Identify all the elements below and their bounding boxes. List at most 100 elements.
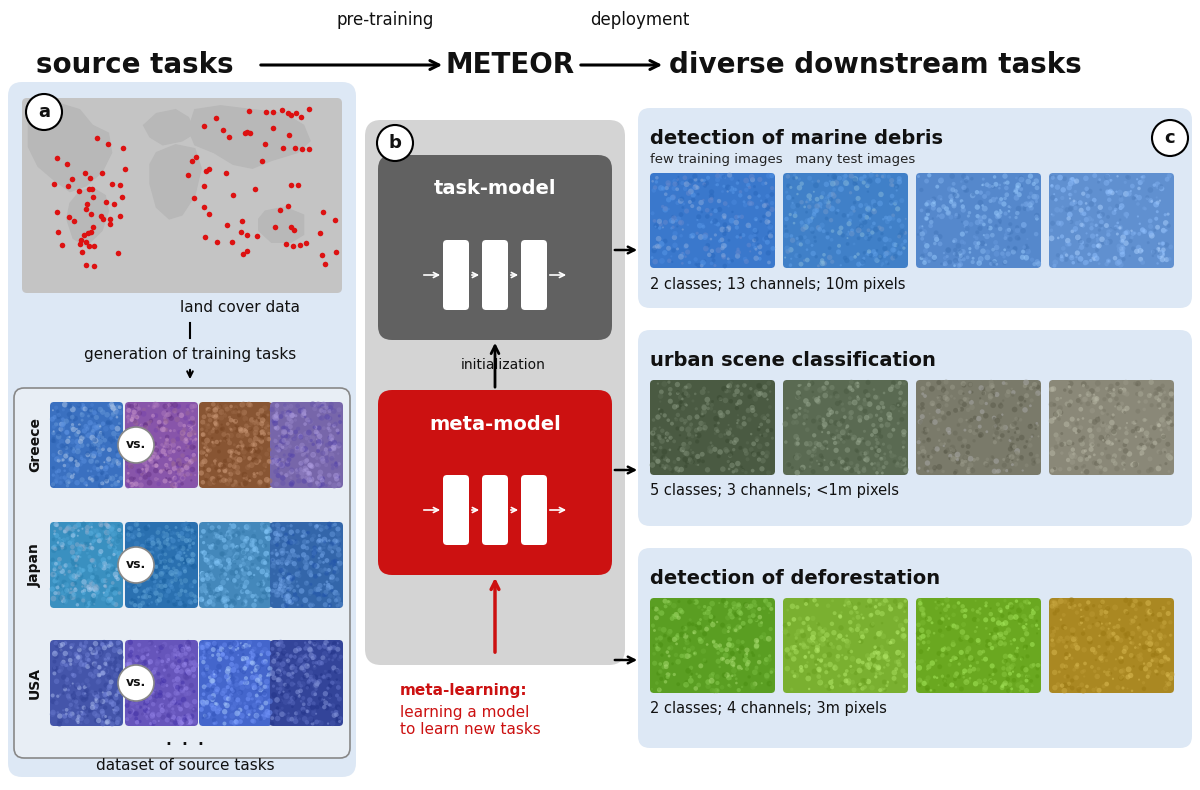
Point — [301, 637, 320, 649]
Point — [167, 544, 186, 557]
Point — [845, 205, 864, 217]
Point — [809, 670, 828, 683]
Point — [288, 686, 307, 698]
Point — [744, 649, 763, 661]
Point — [793, 629, 812, 641]
Point — [98, 596, 118, 609]
Point — [733, 465, 752, 477]
Point — [811, 414, 830, 427]
Point — [132, 468, 151, 481]
Point — [108, 573, 127, 585]
Point — [240, 639, 259, 652]
Point — [322, 432, 341, 445]
Point — [990, 179, 1009, 191]
Point — [870, 198, 889, 210]
Point — [215, 584, 234, 596]
Point — [60, 661, 79, 674]
Point — [890, 244, 910, 257]
Point — [666, 412, 685, 425]
Point — [325, 675, 344, 688]
Point — [864, 383, 883, 396]
Point — [134, 586, 154, 599]
Point — [83, 640, 102, 653]
Point — [130, 663, 149, 675]
Point — [950, 254, 970, 266]
Point — [662, 255, 682, 268]
Point — [1072, 466, 1091, 479]
Point — [197, 449, 216, 461]
Point — [122, 454, 142, 467]
Point — [161, 555, 180, 567]
Point — [97, 532, 116, 544]
Point — [679, 634, 698, 647]
Point — [158, 654, 178, 667]
Point — [794, 617, 814, 630]
Point — [156, 536, 175, 548]
Point — [929, 400, 948, 412]
Point — [139, 702, 158, 715]
Point — [928, 391, 947, 404]
Point — [174, 555, 193, 567]
Point — [742, 427, 761, 440]
Point — [157, 567, 176, 580]
Point — [234, 446, 253, 458]
Point — [90, 661, 109, 674]
Point — [167, 682, 186, 694]
Point — [323, 537, 342, 550]
Point — [1052, 427, 1072, 440]
Point — [68, 458, 88, 471]
Point — [139, 520, 158, 532]
Point — [268, 455, 287, 468]
Point — [1087, 394, 1106, 407]
Point — [1063, 456, 1082, 468]
Point — [1085, 254, 1104, 266]
Point — [878, 679, 898, 691]
Point — [175, 562, 194, 575]
Point — [296, 562, 316, 574]
Point — [155, 583, 174, 596]
Point — [872, 617, 892, 630]
Point — [676, 381, 695, 393]
Point — [181, 717, 200, 730]
Point — [794, 641, 814, 653]
Point — [894, 428, 913, 441]
Point — [856, 397, 875, 410]
Point — [917, 198, 936, 211]
Point — [991, 637, 1010, 649]
Point — [176, 667, 196, 679]
Point — [726, 183, 745, 196]
Point — [68, 594, 88, 607]
Point — [138, 649, 157, 661]
Point — [854, 462, 874, 475]
Point — [736, 198, 755, 211]
Point — [67, 476, 86, 489]
Point — [198, 683, 217, 696]
Point — [800, 634, 820, 646]
Point — [180, 414, 199, 427]
Point — [182, 710, 202, 723]
Point — [857, 231, 876, 244]
Point — [149, 533, 168, 546]
Point — [329, 713, 348, 725]
Point — [690, 621, 709, 634]
Point — [208, 698, 227, 710]
Point — [138, 712, 157, 724]
Point — [1114, 664, 1133, 677]
Point — [686, 181, 706, 194]
Point — [268, 441, 287, 453]
Point — [706, 427, 725, 440]
Point — [1060, 381, 1079, 393]
Point — [70, 546, 89, 559]
Point — [179, 554, 198, 566]
Point — [283, 544, 302, 557]
Point — [1063, 624, 1082, 637]
Point — [72, 658, 91, 671]
Point — [288, 568, 307, 581]
Point — [884, 239, 904, 251]
Point — [233, 553, 252, 566]
Point — [930, 660, 949, 673]
Point — [946, 243, 965, 256]
Point — [109, 687, 128, 699]
Point — [216, 433, 235, 446]
Point — [150, 645, 169, 658]
